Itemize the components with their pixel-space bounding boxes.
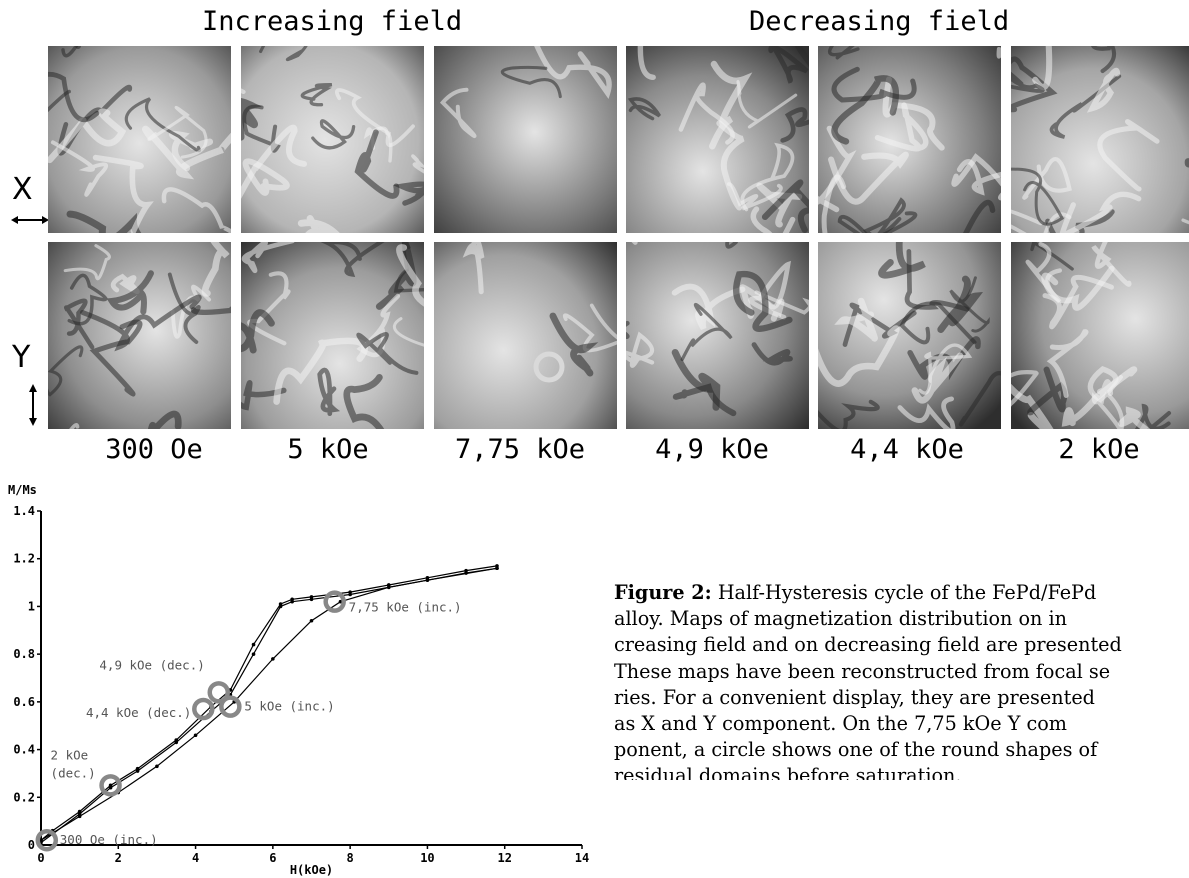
magnetization-map-x-7-75koe <box>434 46 617 233</box>
data-point <box>108 785 113 790</box>
field-marker-circle <box>99 774 122 797</box>
data-point <box>77 812 82 816</box>
field-label-2koe: 2 kOe <box>1058 434 1140 465</box>
data-point <box>174 740 179 745</box>
y-tick-label: 1 <box>28 599 35 613</box>
field-marker-label: 300 Oe (inc.) <box>60 832 158 847</box>
decreasing-field-title: Decreasing field <box>749 6 1010 37</box>
caption-line: ponent, a circle shows one of the round … <box>614 738 1098 762</box>
magnetization-map-y-4-4koe <box>818 242 1001 429</box>
field-marker-circle <box>219 695 242 718</box>
magnetization-map-x-4-4koe <box>818 46 1001 233</box>
increasing-field-title: Increasing field <box>202 6 463 37</box>
caption-line: creasing field and on decreasing field a… <box>614 633 1122 657</box>
caption-line: alloy. Maps of magnetization distributio… <box>614 607 1067 631</box>
x-tick-label: 4 <box>192 851 199 865</box>
x-tick-label: 8 <box>347 851 354 865</box>
caption-line: Figure 2: Half-Hysteresis cycle of the F… <box>614 581 1097 604</box>
row-label-y: Y <box>12 340 31 375</box>
magnetization-map-x-2koe <box>1011 46 1189 233</box>
field-marker-label: 7,75 kOe (inc.) <box>349 600 462 615</box>
x-tick-label: 6 <box>269 851 276 865</box>
data-point <box>495 566 499 571</box>
field-marker-circle <box>323 590 346 613</box>
field-label-7-75koe: 7,75 kOe <box>454 434 586 465</box>
y-tick-label: 1.4 <box>13 504 35 518</box>
magnetization-map-x-4-9koe <box>626 46 809 233</box>
field-marker-circle <box>35 828 59 852</box>
residual-domain-circle <box>533 351 565 383</box>
field-marker-label: 5 kOe (inc.) <box>244 699 334 714</box>
magnetization-map-y-300oe <box>48 242 231 429</box>
magnetization-map-y-2koe <box>1011 242 1189 429</box>
data-point <box>425 578 430 582</box>
field-label-5koe: 5 kOe <box>287 434 369 465</box>
data-point <box>348 592 352 597</box>
y-tick-label: 0.4 <box>13 743 35 757</box>
magnetization-map-y-7-75koe <box>434 242 617 429</box>
field-label-300oe: 300 Oe <box>105 434 203 465</box>
caption-label: Figure 2: <box>614 581 712 604</box>
data-point <box>193 733 198 738</box>
row-label-x: X <box>12 172 33 207</box>
y-axis-label: M/Ms <box>8 483 37 497</box>
field-marker-label: 4,4 kOe (dec.) <box>86 705 191 720</box>
data-point <box>271 657 275 661</box>
x-tick-label: 0 <box>37 851 44 865</box>
x-tick-label: 10 <box>420 851 434 865</box>
y-tick-label: 1.2 <box>13 552 35 566</box>
field-label-4-4koe: 4,4 kOe <box>850 434 964 465</box>
magnetization-map-y-4-9koe <box>626 242 809 429</box>
caption-line: These maps have been reconstructed from … <box>614 659 1111 683</box>
x-tick-label: 2 <box>115 851 122 865</box>
magnetization-map-x-300oe <box>48 46 231 233</box>
field-marker-circle <box>192 697 215 721</box>
caption-line: residual domains before saturation. <box>614 764 962 780</box>
data-point <box>309 597 314 602</box>
magnetization-map-x-5koe <box>241 46 424 233</box>
field-marker-circle <box>207 681 231 704</box>
vertical-double-arrow-icon <box>29 384 37 426</box>
y-tick-label: 0.6 <box>13 695 35 709</box>
data-point <box>290 599 294 604</box>
x-tick-label: 12 <box>497 851 511 865</box>
hysteresis-chart: 0 2 4 6 8 10 12 14 0 0.2 0.4 0.6 0.8 1 1.2 1.4 M/Ms H(kOe… <box>8 483 589 877</box>
x-axis-label: H(kOe) <box>290 863 333 877</box>
data-point <box>386 583 391 587</box>
data-point <box>135 769 140 773</box>
y-tick-label: 0 <box>28 838 35 852</box>
figure-caption: Figure 2: Half-Hysteresis cycle of the F… <box>614 580 1189 780</box>
data-point <box>278 604 283 609</box>
y-tick-label: 0.2 <box>13 790 35 804</box>
y-tick-label: 0.8 <box>13 647 35 661</box>
data-point <box>464 568 468 573</box>
magnetization-map-y-5koe <box>241 242 424 429</box>
data-point <box>251 652 256 656</box>
horizontal-double-arrow-icon <box>11 216 49 224</box>
data-point <box>155 764 159 769</box>
field-marker-label: 2 kOe (dec.) <box>51 747 96 780</box>
data-point <box>251 642 256 647</box>
data-point <box>309 618 314 623</box>
caption-line: as X and Y component. On the 7,75 kOe Y … <box>614 712 1067 736</box>
field-label-4-9koe: 4,9 kOe <box>655 434 769 465</box>
field-marker-label: 4,9 kOe (dec.) <box>99 657 204 672</box>
x-tick-label: 14 <box>575 851 589 865</box>
caption-line: ries. For a convenient display, they are… <box>614 685 1095 709</box>
